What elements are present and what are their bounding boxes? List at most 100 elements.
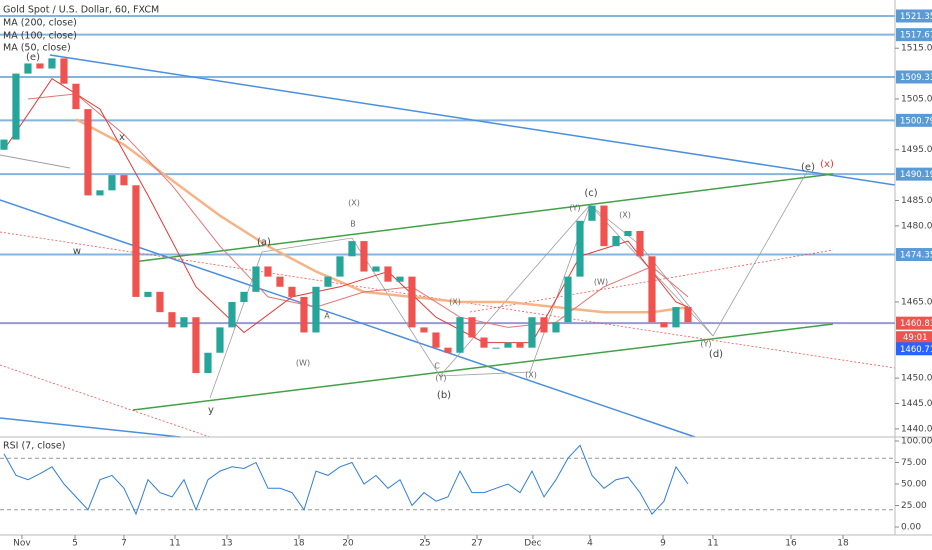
moving-average [75,118,689,314]
candle [84,109,92,196]
y-tick-label: 1440.00 [901,424,932,434]
y-tick-label: 1465.00 [901,298,932,308]
moving-average [27,93,689,328]
x-tick-label: 16 [785,539,797,549]
y-tick-label: 1485.00 [901,196,932,206]
candle [48,58,56,69]
level-label: 1509.33 [900,73,932,83]
wave-label: (X) [449,298,461,307]
candle [36,63,44,69]
candle [180,317,188,328]
x-tick-label: 7 [121,539,127,549]
bid-price-label-box [896,342,932,356]
candle [156,291,164,313]
wave-line [0,154,71,169]
trend-line [0,199,696,438]
candle [240,291,248,303]
level-label-box [896,70,932,84]
candle [72,83,80,110]
candle [228,302,236,328]
candle [348,241,356,257]
level-label: 1490.19 [900,170,932,180]
rsi-tick-label: 50.00 [901,480,927,490]
wave-label: (Y) [435,374,446,383]
candle [108,175,116,191]
candle [612,236,620,247]
countdown-box [896,331,932,344]
candle [300,296,308,333]
candle [396,276,404,282]
candle [288,286,296,297]
candle [648,256,656,323]
candle [432,332,440,348]
wave-label: (x) [820,159,834,170]
wave-label: y [208,405,214,416]
y-tick-label: 1495.00 [901,145,932,155]
level-label-box [896,248,932,262]
wave-label: w [73,246,81,257]
wave-label: A [324,312,330,321]
level-label: 1517.67 [900,31,932,41]
rsi-tick-label: 75.00 [901,458,927,468]
wave-label: (e) [801,162,815,173]
candle [360,241,368,272]
candle [312,286,320,333]
candle [24,63,32,74]
candle [684,307,692,323]
level-label: 1521.35 [900,12,932,22]
x-tick-label: 18 [837,539,849,549]
candle [12,73,20,140]
wave-label: (W) [594,278,608,287]
candle [588,205,596,221]
level-label: 1474.35 [900,251,932,261]
wave-label: x [119,132,125,143]
candle [576,220,584,277]
candle [552,322,560,333]
wave-label: (Y) [700,340,711,349]
candle [540,317,548,333]
y-tick-label: 1480.00 [901,221,932,231]
legend-entry: MA (200, close) [3,18,77,29]
level-label: 1500.79 [900,116,932,126]
wave-label: (X) [348,199,360,208]
candle [192,317,200,374]
legend-entry: MA (50, close) [3,43,71,54]
candle [0,139,8,150]
candle [504,342,512,348]
candle [672,307,680,328]
wave-label: (a) [257,237,271,248]
candle [420,327,428,333]
rsi-tick-label: 100.00 [901,437,932,447]
candle [600,205,608,247]
level-label-box [896,28,932,42]
candle [204,352,212,374]
level-label-box [896,113,932,127]
x-tick-label: 11 [707,539,718,549]
candle [564,276,572,323]
chart-title: Gold Spot / U.S. Dollar, 60, FXCM [3,5,159,16]
channel-line [132,323,834,411]
rsi-line [3,444,689,516]
candle [480,337,488,348]
candle [468,317,476,338]
candle [96,190,104,196]
moving-average [3,78,689,344]
y-tick-label: 1505.00 [901,94,932,104]
bid-price-label: 1460.71 [900,345,932,355]
last-price-label: 1460.83 [900,319,932,329]
candle [624,230,632,237]
candle [636,230,644,257]
candle [372,266,380,272]
channel-line [132,173,834,263]
level-label-box [896,9,932,23]
last-price-label-box [896,316,932,330]
wave-label: (b) [437,390,451,401]
wave-label: (W) [296,359,310,368]
candle [660,322,668,328]
candle [516,342,524,348]
y-tick-label: 1450.00 [901,374,932,384]
x-tick-label: 11 [169,539,180,549]
candle [216,327,224,353]
wave-label: (X) [525,371,537,380]
